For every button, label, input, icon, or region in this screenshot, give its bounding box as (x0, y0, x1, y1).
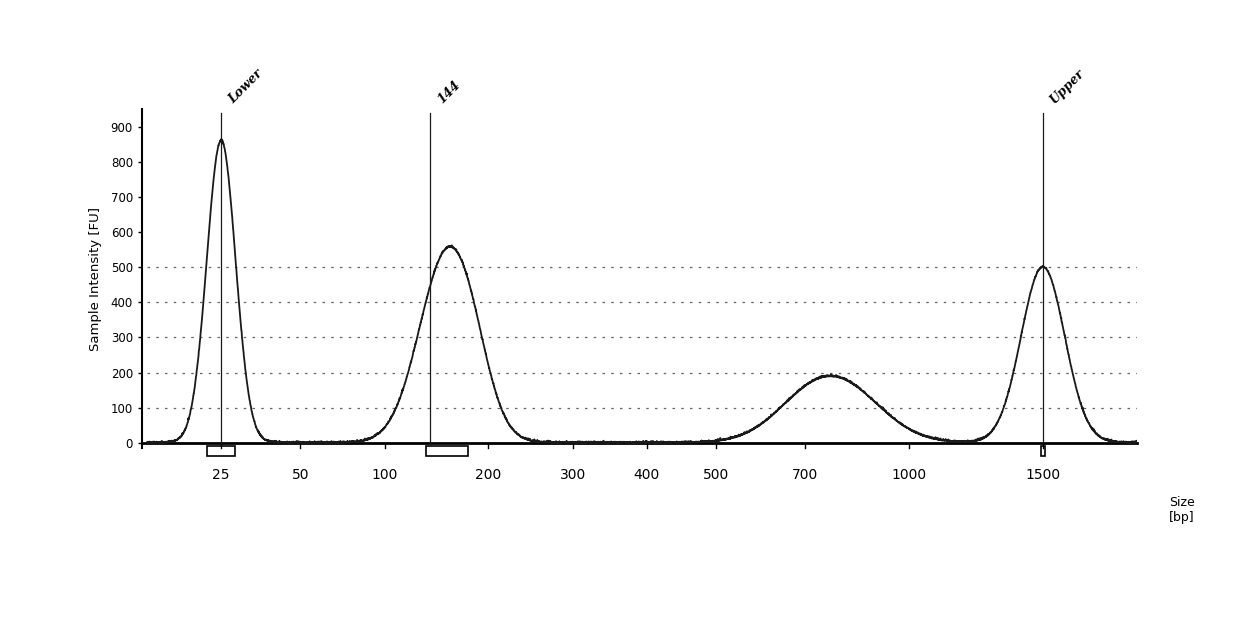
Y-axis label: Sample Intensity [FU]: Sample Intensity [FU] (89, 206, 103, 351)
Text: Size
[bp]: Size [bp] (1168, 495, 1194, 524)
Bar (207, 446, 235, 456)
Text: Upper: Upper (1048, 66, 1088, 105)
Text: Lower: Lower (225, 66, 265, 105)
Text: 144: 144 (435, 78, 463, 105)
Bar (1041, 446, 1046, 456)
Bar (426, 446, 467, 456)
